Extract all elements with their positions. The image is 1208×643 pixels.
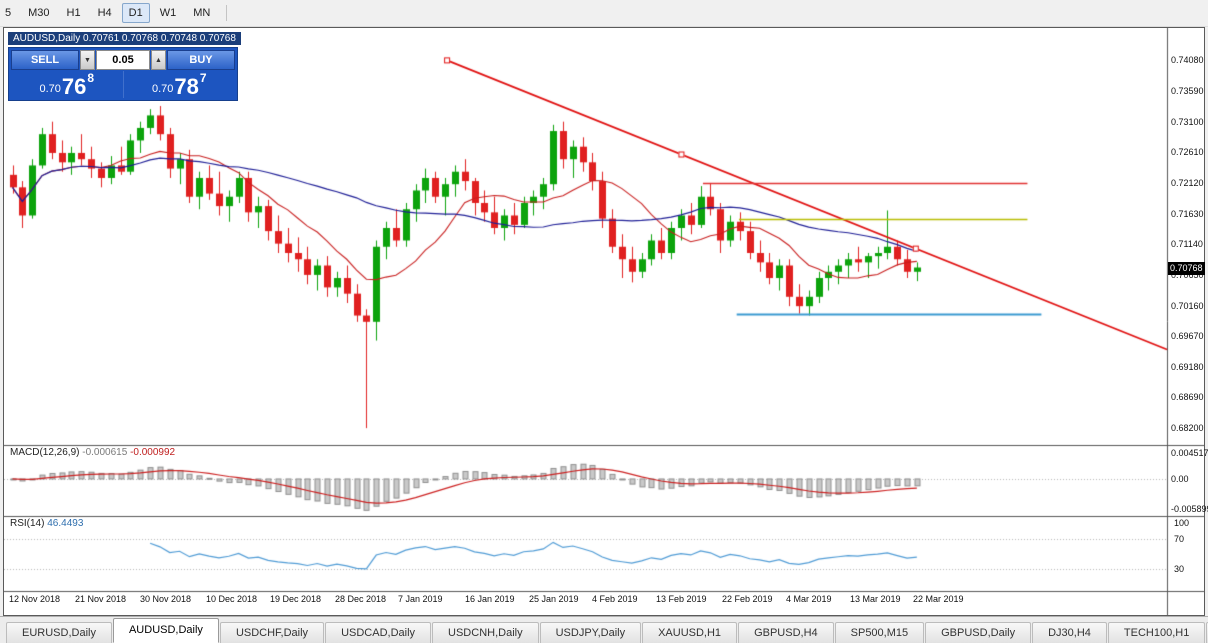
chart-ohlc-readout: AUDUSD,Daily 0.70761 0.70768 0.70748 0.7…	[13, 33, 236, 44]
tab-usdchf-daily[interactable]: USDCHF,Daily	[219, 622, 325, 643]
tab-gbpusd-daily[interactable]: GBPUSD,Daily	[925, 622, 1032, 643]
price-axis-label: 0.70650	[1171, 270, 1204, 280]
ask-price-pipette: 7	[199, 71, 207, 85]
macd-axis-label: 0.00	[1171, 474, 1189, 484]
trade-panel-controls: SELL ▼ ▲ BUY	[11, 50, 235, 70]
chart-canvas[interactable]	[4, 28, 1204, 615]
toolbar-separator	[226, 5, 228, 21]
timeframe-button-w1[interactable]: W1	[159, 7, 177, 19]
chart-area: AUDUSD,Daily 0.70761 0.70768 0.70748 0.7…	[3, 27, 1208, 616]
price-axis-label: 0.72120	[1171, 178, 1204, 188]
chevron-down-icon: ▼	[84, 56, 91, 64]
price-axis-label: 0.72610	[1171, 147, 1204, 157]
macd-indicator-label: MACD(12,26,9) -0.000615 -0.000992	[10, 447, 175, 458]
tab-tech100-h1[interactable]: TECH100,H1	[1107, 622, 1206, 643]
tab-eurusd-daily[interactable]: EURUSD,Daily	[6, 622, 112, 643]
macd-main-value: -0.000615	[82, 447, 128, 458]
tab-u[interactable]: U	[1206, 622, 1208, 643]
bid-price-pipette: 8	[87, 71, 95, 85]
tab-gbpusd-h4[interactable]: GBPUSD,H4	[738, 622, 834, 643]
date-axis-label: 10 Dec 2018	[206, 594, 258, 604]
chart-title-bar: AUDUSD,Daily 0.70761 0.70768 0.70748 0.7…	[8, 32, 241, 45]
tab-usdjpy-daily[interactable]: USDJPY,Daily	[539, 622, 642, 643]
date-axis-label: 13 Mar 2019	[850, 594, 901, 604]
date-axis-label: 21 Nov 2018	[75, 594, 127, 604]
bid-price-big-digits: 76	[61, 74, 87, 99]
timeframe-button-h4[interactable]: H4	[97, 7, 112, 19]
date-axis-label: 7 Jan 2019	[398, 594, 443, 604]
ask-price-big-digits: 78	[174, 74, 199, 99]
date-axis-label: 19 Dec 2018	[270, 594, 322, 604]
tab-usdcnh-daily[interactable]: USDCNH,Daily	[432, 622, 539, 643]
volume-decrease-button[interactable]: ▼	[80, 50, 95, 70]
macd-axis-label: -0.005899	[1171, 504, 1208, 514]
date-axis-label: 4 Feb 2019	[592, 594, 638, 604]
date-axis-label: 30 Nov 2018	[140, 594, 192, 604]
price-axis-label: 0.69180	[1171, 362, 1204, 372]
price-axis-label: 0.68200	[1171, 423, 1204, 433]
price-axis-label: 0.70160	[1171, 301, 1204, 311]
timeframe-button-m30[interactable]: M30	[28, 7, 50, 19]
macd-signal-value: -0.000992	[130, 447, 176, 458]
price-axis-label: 0.73590	[1171, 86, 1204, 96]
rsi-axis-label: 70	[1174, 534, 1185, 544]
timeframe-button-d1[interactable]: D1	[121, 3, 150, 23]
price-axis-label: 0.73100	[1171, 117, 1204, 127]
timeframe-toolbar: 5 M30 H1 H4 D1 W1 MN	[0, 0, 1208, 27]
price-axis-label: 0.71140	[1171, 239, 1203, 249]
buy-button[interactable]: BUY	[167, 50, 235, 70]
date-axis-label: 22 Mar 2019	[913, 594, 964, 604]
date-axis-label: 12 Nov 2018	[9, 594, 61, 604]
date-axis-label: 22 Feb 2019	[722, 594, 773, 604]
price-axis-label: 0.71630	[1171, 209, 1204, 219]
current-price-tag: 0.70768	[1168, 262, 1205, 275]
bid-price-display[interactable]: 0.70 76 8	[11, 71, 123, 98]
rsi-name: RSI(14)	[10, 518, 45, 529]
tab-sp500-m15[interactable]: SP500,M15	[834, 622, 925, 643]
tab-usdcad-daily[interactable]: USDCAD,Daily	[325, 622, 432, 643]
rsi-indicator-label: RSI(14) 46.4493	[10, 518, 83, 529]
volume-increase-button[interactable]: ▲	[151, 50, 166, 70]
rsi-value: 46.4493	[47, 518, 84, 529]
price-axis-label: 0.69670	[1171, 331, 1204, 341]
rsi-axis-label: 100	[1174, 518, 1190, 528]
volume-input[interactable]	[96, 50, 150, 70]
price-axis-label: 0.74080	[1171, 55, 1204, 65]
date-axis-label: 25 Jan 2019	[529, 594, 579, 604]
macd-axis-label: 0.004517	[1171, 448, 1208, 458]
timeframe-button-mn[interactable]: MN	[193, 7, 211, 19]
timeframe-button-5[interactable]: 5	[5, 7, 12, 19]
date-axis-label: 13 Feb 2019	[656, 594, 707, 604]
sell-button[interactable]: SELL	[11, 50, 79, 70]
ask-price-prefix: 0.70	[151, 83, 174, 95]
date-axis-label: 28 Dec 2018	[335, 594, 387, 604]
chart-tab-bar: EURUSD,Daily AUDUSD,Daily USDCHF,Daily USDC…	[0, 616, 1208, 643]
macd-name: MACD(12,26,9)	[10, 447, 80, 458]
bid-price-prefix: 0.70	[39, 83, 61, 95]
ask-price-display[interactable]: 0.70 78 7	[122, 71, 236, 99]
tab-xauusd-h1[interactable]: XAUUSD,H1	[642, 622, 738, 643]
tab-dj30-h4[interactable]: DJ30,H4	[1032, 622, 1107, 643]
price-axis-label: 0.68690	[1171, 392, 1204, 402]
date-axis-label: 16 Jan 2019	[465, 594, 515, 604]
rsi-axis-label: 30	[1174, 564, 1185, 574]
date-axis-label: 4 Mar 2019	[786, 594, 832, 604]
timeframe-button-h1[interactable]: H1	[66, 7, 81, 19]
chevron-up-icon: ▲	[155, 56, 162, 64]
tab-audusd-daily[interactable]: AUDUSD,Daily	[112, 618, 219, 643]
trade-panel-quotes: 0.70 76 8 0.70 78 7	[11, 71, 235, 98]
